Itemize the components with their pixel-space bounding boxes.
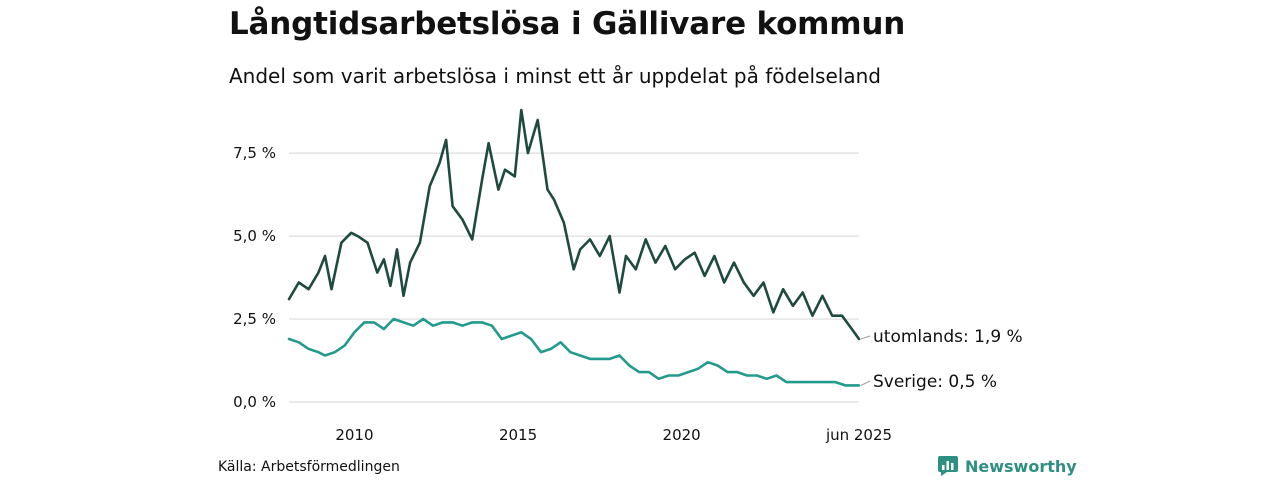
chart-gridlines [289,152,859,403]
x-tick-label: 2020 [663,426,701,444]
y-tick-label: 7,5 % [233,144,276,162]
y-tick-label: 2,5 % [233,310,276,328]
series-line-sverige [287,317,861,387]
newsworthy-chart-icon [938,456,958,476]
series-end-label: utomlands: 1,9 % [873,327,1023,347]
x-tick-label: 2015 [499,426,537,444]
series-line-utomlands [287,108,861,341]
chart-title: Långtidsarbetslösa i Gällivare kommun [229,6,906,42]
brand-logo: Newsworthy [938,456,1077,476]
x-axis-ticks: 2010 2015 2020 jun 2025 [335,426,892,444]
y-tick-label: 0,0 % [233,393,276,411]
series-end-labels: utomlands: 1,9 % Sverige: 0,5 % [860,327,1023,392]
y-axis-ticks: 0,0 % 2,5 % 5,0 % 7,5 % [233,144,276,411]
chart-subtitle: Andel som varit arbetslösa i minst ett å… [229,64,881,88]
x-tick-label: jun 2025 [825,426,892,444]
x-tick-label: 2010 [335,426,373,444]
source-note: Källa: Arbetsförmedlingen [218,459,400,475]
chart-series [287,108,861,387]
y-tick-label: 5,0 % [233,227,276,245]
end-label-connector [860,335,871,340]
brand-name: Newsworthy [965,456,1077,476]
series-end-label: Sverige: 0,5 % [873,372,997,392]
end-label-connector [860,380,871,386]
